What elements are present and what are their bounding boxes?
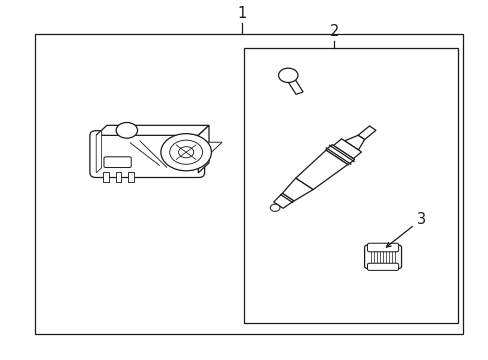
Polygon shape [96, 130, 102, 173]
FancyBboxPatch shape [367, 243, 398, 252]
Circle shape [278, 68, 297, 82]
Polygon shape [333, 139, 361, 159]
Polygon shape [161, 142, 222, 152]
Circle shape [178, 147, 193, 158]
Polygon shape [357, 126, 375, 140]
Polygon shape [282, 178, 312, 201]
Text: 2: 2 [329, 24, 339, 39]
Text: 3: 3 [416, 212, 426, 227]
Bar [127, 172, 133, 182]
Bar [103, 172, 109, 182]
Polygon shape [284, 74, 303, 94]
Bar [35, 33, 462, 334]
Polygon shape [273, 193, 293, 208]
Circle shape [161, 134, 211, 171]
Text: 1: 1 [237, 6, 246, 21]
Polygon shape [295, 150, 347, 190]
Polygon shape [344, 135, 364, 150]
Polygon shape [96, 125, 208, 135]
Bar [116, 172, 121, 182]
Circle shape [169, 140, 202, 164]
Circle shape [270, 204, 280, 211]
Polygon shape [198, 125, 208, 173]
FancyBboxPatch shape [364, 245, 401, 269]
FancyBboxPatch shape [90, 131, 204, 177]
Bar [244, 48, 458, 323]
FancyBboxPatch shape [367, 263, 398, 270]
FancyBboxPatch shape [104, 157, 131, 167]
Polygon shape [325, 145, 354, 165]
Circle shape [116, 122, 137, 138]
